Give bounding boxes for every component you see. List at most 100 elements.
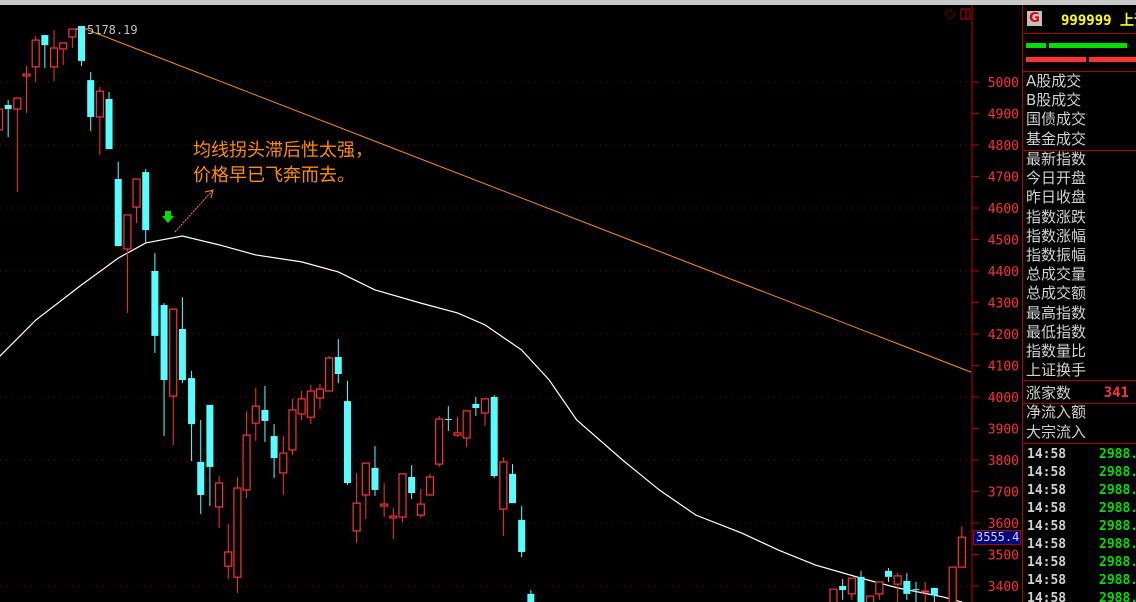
tick-time: 14:58 (1027, 537, 1067, 552)
candle-body (270, 436, 278, 459)
panel-label: A股成交 (1026, 72, 1082, 90)
candle-body (847, 577, 856, 595)
candle-body (829, 588, 838, 602)
candle (197, 419, 205, 515)
candle-body (0, 108, 4, 131)
candle (930, 587, 938, 602)
candle (105, 92, 113, 150)
candle (361, 462, 370, 519)
candle (921, 581, 930, 602)
candle (847, 577, 856, 600)
candle-body (105, 99, 113, 150)
candle-body (957, 536, 966, 568)
divider (1023, 33, 1136, 34)
candle (408, 465, 416, 500)
candle (325, 356, 334, 392)
panel-label: 总成交额 (1026, 284, 1087, 303)
candle-body (389, 515, 398, 519)
g-icon[interactable]: G (1027, 11, 1042, 26)
kline-chart[interactable]: 5000 4900 4800 4700 4600 4500 4400 4300 4200 4100… (0, 0, 1022, 602)
candle-body (206, 404, 214, 467)
candle (306, 385, 315, 425)
candle (425, 473, 435, 496)
tick-price: 2988.3 (1099, 501, 1136, 516)
candle (893, 573, 902, 602)
candle-body (398, 473, 407, 518)
candle (233, 477, 242, 593)
candle (251, 387, 260, 442)
candle (160, 303, 168, 437)
tick-time: 14:58 (1027, 447, 1067, 462)
candle-body (875, 581, 884, 595)
axis-tick-label: 4400 (988, 265, 1019, 280)
candle-body (242, 434, 251, 491)
axis-tick-label: 3900 (988, 423, 1019, 438)
annotation-line-1: 均线拐头滞后性太强， (193, 140, 373, 161)
candle (49, 30, 59, 82)
candle (398, 473, 407, 523)
annotation-line-2: 价格早已飞奔而去。 (193, 165, 355, 186)
axis-tick-label: 5000 (988, 76, 1019, 91)
candle-body (214, 482, 224, 508)
high-price-label: 5178.19 (87, 23, 138, 37)
divider (1023, 71, 1136, 72)
candle (132, 178, 141, 224)
candle (151, 253, 159, 353)
candle-body (416, 503, 425, 516)
candle-body (197, 461, 205, 495)
candle (0, 108, 4, 131)
tick-time: 14:58 (1027, 501, 1067, 516)
candle-body (930, 587, 938, 596)
candle-body (490, 397, 498, 477)
candle-body (912, 589, 920, 591)
tick-price: 2988.0 (1099, 483, 1136, 498)
tick-row: 14:58 2988.1 (1027, 591, 1136, 602)
split-window-icon[interactable] (960, 8, 971, 20)
candle (912, 581, 920, 602)
candle-body (68, 28, 77, 38)
candle-body (866, 595, 875, 602)
price-axis: 5000 4900 4800 4700 4600 4500 4400 4300 4200 4100… (971, 5, 1019, 602)
candle (416, 488, 425, 518)
candle (78, 25, 86, 66)
candle-body (59, 42, 68, 50)
panel-label: 指数涨幅 (1026, 226, 1087, 245)
candle-body (893, 575, 902, 585)
candle (188, 370, 196, 461)
tick-price: 2988.1 (1099, 591, 1136, 602)
candle (41, 35, 49, 69)
rise-count-value: 341 (1103, 385, 1129, 401)
axis-tick-label: 3600 (988, 517, 1019, 532)
candle-body (151, 271, 159, 336)
candle-body (325, 357, 334, 392)
candle-body (462, 410, 471, 439)
candle-body (41, 35, 49, 46)
trendline (87, 29, 972, 373)
panel-label: 总成交量 (1026, 265, 1087, 284)
candle (288, 398, 297, 455)
candle (462, 410, 471, 448)
candle (242, 411, 251, 499)
candle (389, 507, 398, 540)
green-down-arrow-icon (162, 211, 174, 223)
candle-body (527, 593, 535, 602)
candle (214, 476, 224, 529)
candle-body (306, 390, 315, 418)
candle-body (499, 461, 508, 510)
candle (178, 297, 186, 384)
candle (444, 406, 452, 432)
candle-body (444, 419, 452, 421)
window-top-bar (0, 0, 1136, 5)
red-bar-2 (1089, 57, 1136, 62)
candle (903, 573, 911, 600)
candle (22, 65, 31, 113)
divider (1023, 403, 1136, 404)
moving-average-line (0, 235, 963, 602)
tick-time: 14:58 (1027, 465, 1067, 480)
annotation-arrow (174, 189, 214, 233)
diamond-icon[interactable] (944, 8, 956, 20)
tick-price: 2988.0 (1099, 447, 1136, 462)
axis-tick-label: 4800 (988, 139, 1019, 154)
candle (948, 566, 957, 602)
candle (875, 581, 884, 600)
